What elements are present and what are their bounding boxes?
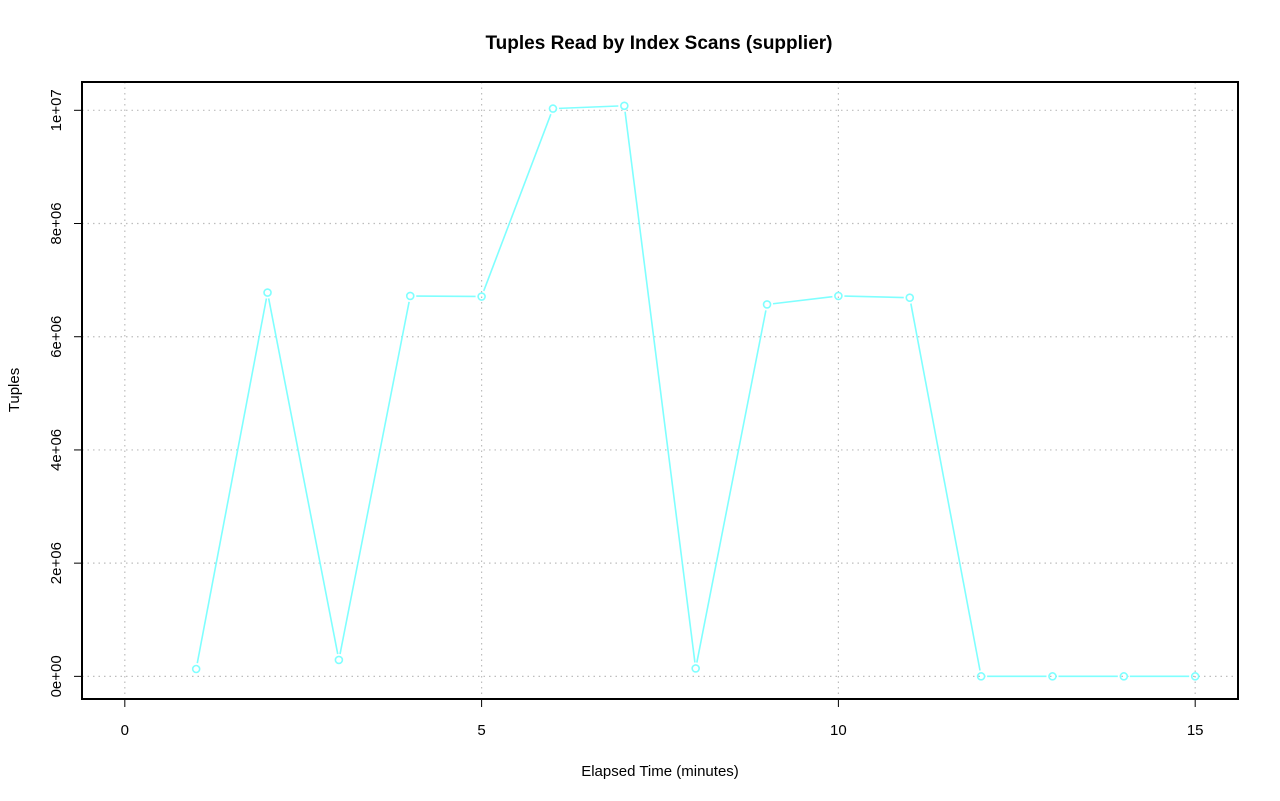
series-line-segment	[772, 295, 833, 305]
x-tick-label: 0	[121, 722, 129, 739]
series-line-segment	[267, 298, 339, 655]
data-point	[620, 101, 629, 111]
x-axis: 0 5 10 15	[121, 699, 1204, 739]
y-tick-label: 1e+07	[48, 89, 65, 131]
y-tick-label: 0e+00	[48, 655, 65, 697]
y-tick-label: 2e+06	[48, 542, 65, 584]
y-tick-label: 8e+06	[48, 202, 65, 244]
data-point	[1190, 672, 1200, 681]
series-line-segment	[910, 303, 981, 671]
data-point	[1119, 672, 1129, 681]
y-axis-label: Tuples	[6, 368, 23, 412]
data-point	[905, 293, 915, 302]
x-tick-label: 5	[477, 722, 485, 739]
series-line-segment	[844, 295, 904, 299]
data-point	[691, 664, 700, 673]
data-point	[834, 291, 843, 301]
series-line-segment	[624, 111, 696, 663]
plot-frame	[81, 81, 1239, 700]
series-line-segment	[196, 298, 268, 664]
data-point	[1048, 672, 1057, 681]
data-point	[263, 288, 272, 297]
chart-title: Tuples Read by Index Scans (supplier)	[485, 33, 832, 54]
y-tick-label: 4e+06	[48, 429, 65, 471]
series-line-segment	[482, 113, 552, 292]
data-point	[191, 664, 201, 674]
series-line-segment	[339, 301, 410, 655]
data-point	[405, 291, 415, 301]
x-axis-label: Elapsed Time (minutes)	[581, 763, 739, 780]
data-point	[762, 300, 772, 309]
x-tick-label: 15	[1187, 722, 1204, 739]
series-line-segment	[558, 105, 619, 110]
y-axis: 0e+00 2e+06 4e+06 6e+06 8e+06 1e+07	[48, 89, 82, 697]
x-tick-label: 10	[830, 722, 847, 739]
data-point	[548, 104, 558, 113]
data-point	[334, 655, 344, 665]
series-layer	[191, 101, 1200, 681]
y-tick-label: 6e+06	[48, 316, 65, 358]
series-line-segment	[696, 310, 767, 663]
data-point	[477, 292, 486, 301]
data-point	[976, 672, 986, 681]
